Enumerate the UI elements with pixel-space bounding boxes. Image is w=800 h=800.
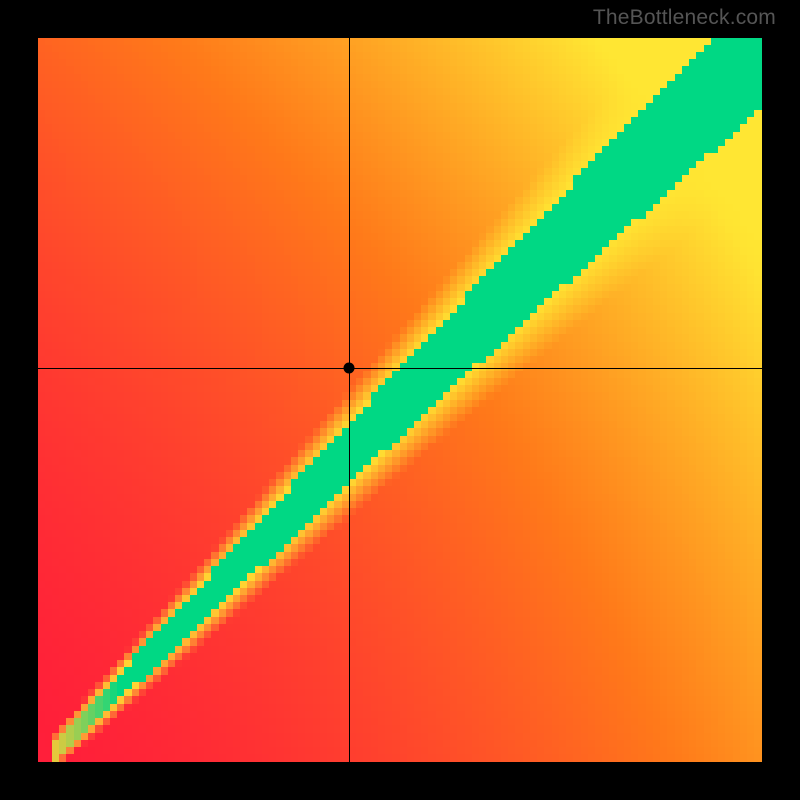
watermark-text: TheBottleneck.com: [593, 6, 776, 30]
chart-frame: TheBottleneck.com: [0, 0, 800, 800]
heatmap-canvas: [38, 38, 762, 762]
plot-area: [38, 38, 762, 762]
crosshair-horizontal: [38, 368, 762, 369]
crosshair-vertical: [349, 38, 350, 762]
data-point-marker: [344, 363, 355, 374]
